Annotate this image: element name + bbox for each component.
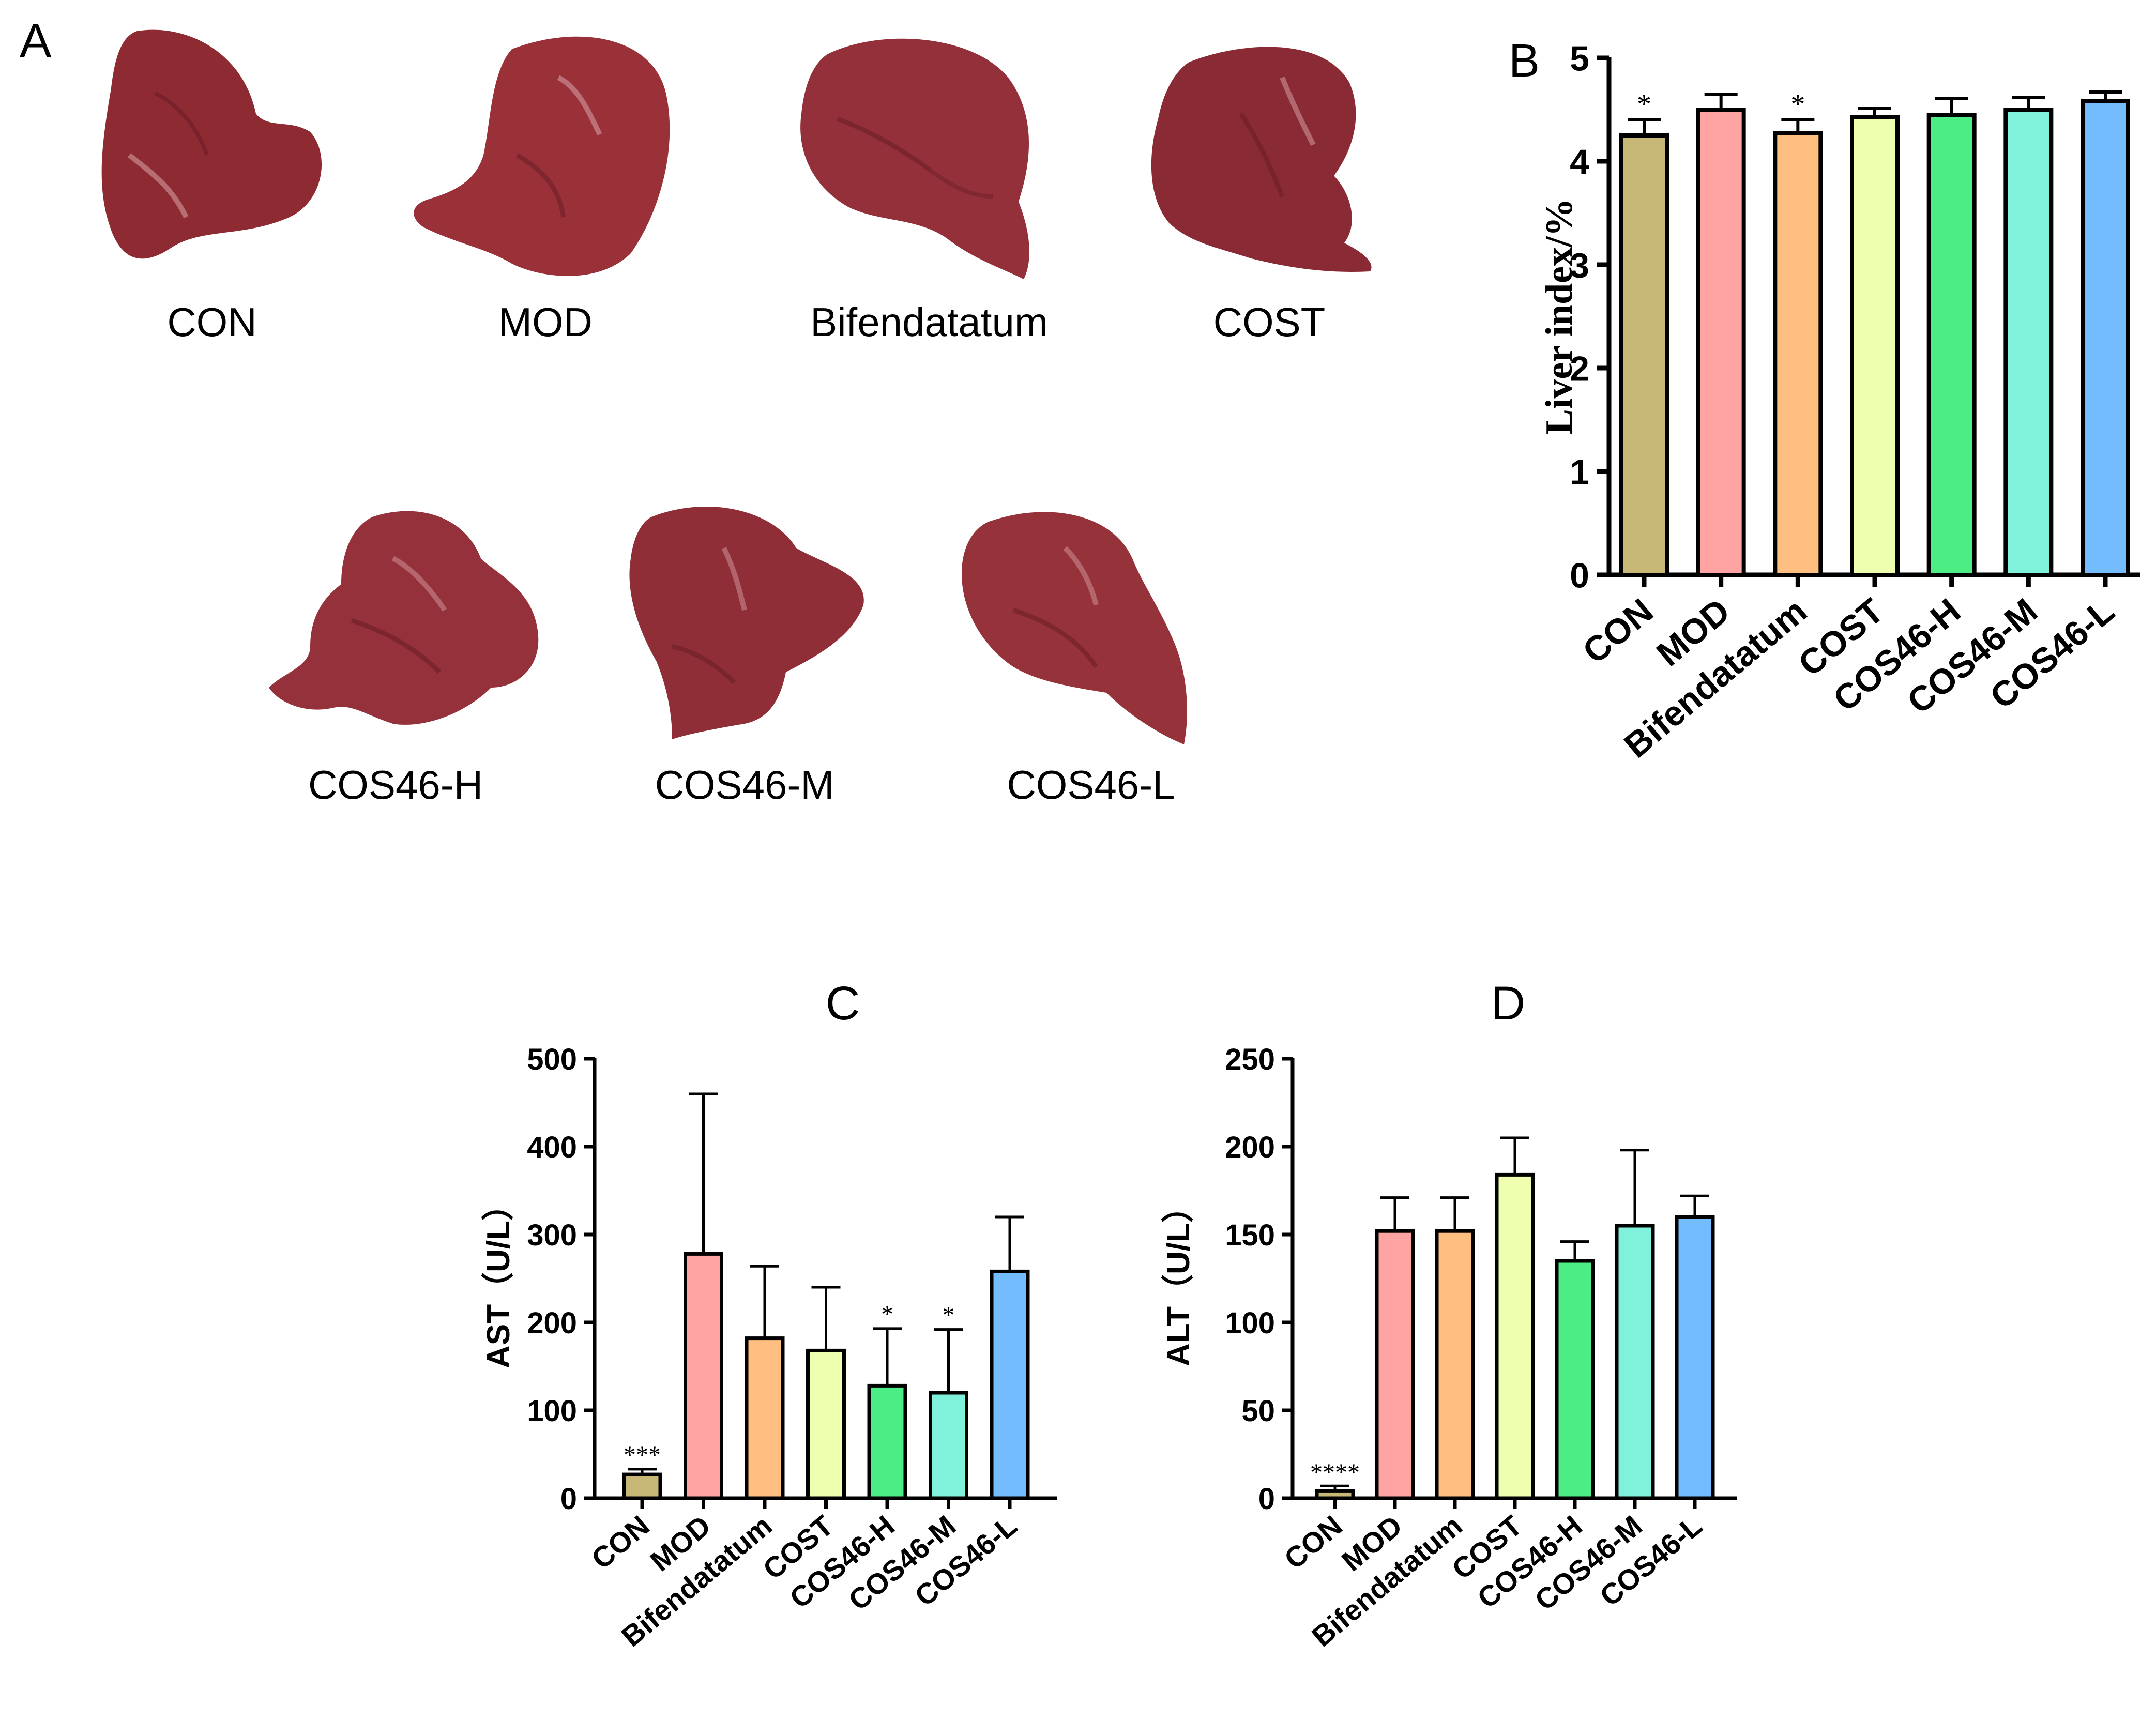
- y-tick-label: 500: [527, 1043, 577, 1076]
- panel-b-letter: B: [1509, 35, 1540, 87]
- y-tick-label: 250: [1225, 1043, 1275, 1076]
- bar: [1375, 1229, 1415, 1500]
- significance-label: *: [881, 1301, 893, 1328]
- bar: [867, 1383, 907, 1500]
- liver-photo-mod: MOD: [414, 36, 670, 345]
- liver-photo-cos46-m: COS46-M: [629, 507, 864, 808]
- liver-shape: [269, 511, 539, 725]
- y-tick-label: 100: [1225, 1306, 1275, 1340]
- panel-a: A CON MOD Bifendatatum COST: [20, 14, 1372, 808]
- significance-label: *: [1790, 88, 1805, 120]
- y-tick-label: 200: [527, 1306, 577, 1340]
- liver-photo-bifendatatum: Bifendatatum: [800, 38, 1048, 345]
- y-tick-label: 3: [1570, 246, 1589, 285]
- bar: [1615, 1224, 1655, 1500]
- liver-label-cos46-m: COS46-M: [655, 762, 834, 808]
- y-tick-label: 50: [1241, 1394, 1275, 1428]
- chart-c-title: C: [826, 977, 860, 1030]
- liver-label-cos46-h: COS46-H: [308, 762, 483, 808]
- liver-shape: [629, 507, 864, 739]
- significance-label: *: [1637, 88, 1651, 120]
- bar: [684, 1252, 723, 1500]
- y-tick-label: 0: [1570, 556, 1589, 595]
- liver-photo-con: CON: [101, 29, 322, 345]
- y-axis-title: Liver index/%: [1538, 198, 1581, 434]
- bar: [1555, 1259, 1595, 1500]
- liver-shape: [962, 512, 1187, 744]
- bar: [1619, 133, 1669, 577]
- liver-shape: [101, 29, 322, 259]
- bar: [806, 1348, 846, 1500]
- bar: [2081, 99, 2130, 577]
- y-tick-label: 150: [1225, 1219, 1275, 1252]
- panel-a-letter: A: [20, 14, 52, 67]
- bar: [622, 1472, 662, 1500]
- significance-label: ***: [624, 1441, 661, 1469]
- bar: [745, 1336, 785, 1500]
- bar: [1495, 1172, 1535, 1500]
- liver-label-mod: MOD: [498, 299, 593, 345]
- bar: [1850, 115, 1900, 577]
- liver-photo-cos46-h: COS46-H: [269, 511, 539, 808]
- y-tick-label: 200: [1225, 1131, 1275, 1164]
- liver-label-cos46-l: COS46-L: [1007, 762, 1175, 808]
- y-axis-title: AST（U/L）: [480, 1189, 517, 1368]
- y-tick-label: 5: [1570, 39, 1589, 78]
- liver-label-cost: COST: [1213, 299, 1326, 345]
- bar: [1926, 113, 1977, 577]
- y-tick-label: 100: [527, 1394, 577, 1428]
- liver-photo-cost: COST: [1151, 47, 1372, 345]
- liver-label-con: CON: [167, 299, 256, 345]
- liver-photo-cos46-l: COS46-L: [962, 512, 1187, 808]
- bar: [2003, 108, 2054, 577]
- y-tick-label: 300: [527, 1219, 577, 1252]
- bar: [990, 1269, 1030, 1500]
- bar: [1675, 1215, 1715, 1500]
- y-axis-title: ALT（U/L）: [1160, 1191, 1196, 1366]
- significance-label: ****: [1310, 1459, 1360, 1486]
- bar: [1315, 1489, 1355, 1500]
- liver-shape: [1151, 47, 1372, 272]
- bar: [1435, 1229, 1475, 1500]
- bar: [1773, 131, 1823, 577]
- y-tick-label: 1: [1570, 452, 1589, 492]
- y-tick-label: 4: [1570, 142, 1589, 181]
- liver-shape: [414, 36, 670, 276]
- y-tick-label: 0: [1258, 1482, 1275, 1516]
- y-tick-label: 400: [527, 1131, 577, 1164]
- bar: [929, 1391, 968, 1500]
- chart-d-title: D: [1491, 977, 1525, 1030]
- y-tick-label: 0: [560, 1482, 577, 1516]
- significance-label: *: [943, 1302, 955, 1329]
- liver-label-bifendatatum: Bifendatatum: [810, 299, 1048, 345]
- y-tick-label: 2: [1570, 349, 1589, 388]
- bar: [1696, 108, 1746, 577]
